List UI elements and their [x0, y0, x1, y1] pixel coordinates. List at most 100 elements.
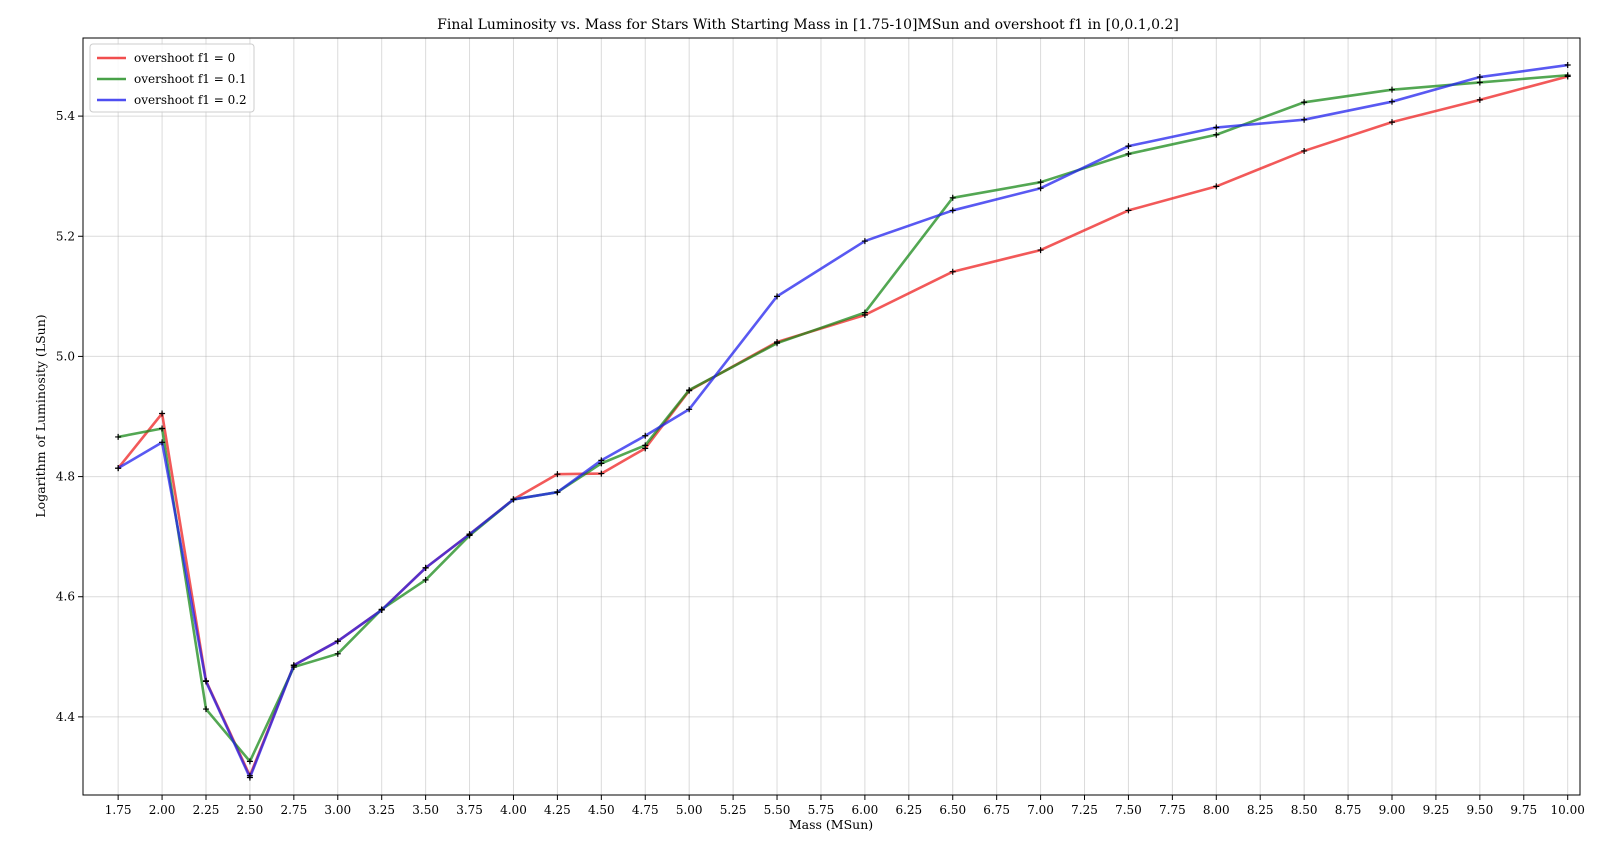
plot-frame: [82, 37, 1581, 796]
data-point-marker: [159, 425, 166, 432]
legend-label: overshoot f1 = 0.2: [134, 93, 247, 107]
data-point-marker: [1037, 247, 1044, 254]
x-tick-label: 8.00: [1203, 803, 1230, 817]
x-tick-label: 9.50: [1466, 803, 1493, 817]
x-tick-label: 6.25: [895, 803, 922, 817]
data-point-marker: [115, 433, 122, 440]
chart-title: Final Luminosity vs. Mass for Stars With…: [437, 17, 1179, 33]
data-point-marker: [686, 387, 693, 394]
data-point-marker: [949, 207, 956, 214]
y-axis: 4.4 4.6 4.8 5.0 5.2 5.4: [56, 109, 83, 724]
data-point-marker: [202, 706, 209, 713]
series-line-2: [117, 63, 1568, 779]
data-point-marker: [642, 442, 649, 449]
data-point-marker: [466, 531, 473, 538]
series-layer: [115, 62, 1571, 781]
data-point-marker: [1301, 147, 1308, 154]
x-tick-label: 8.50: [1291, 803, 1318, 817]
data-point-marker: [949, 194, 956, 201]
x-tick-label: 2.75: [280, 803, 307, 817]
legend-box: [89, 43, 255, 113]
y-tick-label: 5.2: [56, 229, 75, 243]
x-tick-label: 5.25: [720, 803, 747, 817]
data-point-marker: [290, 662, 297, 669]
x-tick-label: 4.75: [632, 803, 659, 817]
x-tick-label: 5.50: [764, 803, 791, 817]
data-point-marker: [422, 564, 429, 571]
data-point-marker: [510, 496, 517, 503]
y-tick-label: 4.6: [56, 590, 75, 604]
data-point-marker: [1389, 119, 1395, 126]
x-tick-label: 4.00: [500, 803, 527, 817]
data-point-marker: [334, 638, 341, 645]
data-point-marker: [1301, 116, 1308, 123]
data-point-marker: [1037, 179, 1044, 186]
x-tick-label: 3.75: [456, 803, 483, 817]
x-tick-label: 9.25: [1423, 803, 1450, 817]
data-point-marker: [334, 650, 341, 657]
x-tick-label: 3.50: [412, 803, 439, 817]
data-point-marker: [159, 410, 166, 417]
data-point-marker: [861, 309, 868, 316]
data-point-marker: [1125, 207, 1132, 214]
data-point-marker: [774, 340, 781, 347]
x-axis: 1.75 2.00 2.25 2.50 2.75 3.00 3.25 3.50 3.75 4.00…: [105, 795, 1585, 817]
data-point-marker: [1037, 185, 1044, 192]
data-point-marker: [1389, 98, 1395, 105]
x-tick-label: 7.00: [1027, 803, 1054, 817]
legend-label: overshoot f1 = 0.1: [134, 72, 247, 86]
data-point-marker: [1301, 99, 1308, 106]
data-point-marker: [202, 678, 209, 685]
data-point-marker: [1125, 143, 1132, 150]
data-point-marker: [642, 432, 649, 439]
data-point-marker: [1476, 96, 1483, 103]
data-point-marker: [1213, 183, 1220, 190]
data-point-marker: [1125, 150, 1132, 157]
data-point-marker: [774, 293, 781, 300]
x-tick-label: 5.00: [676, 803, 703, 817]
x-tick-label: 4.50: [588, 803, 615, 817]
data-point-marker: [246, 774, 253, 781]
x-tick-label: 6.00: [852, 803, 879, 817]
data-point-marker: [1476, 79, 1483, 86]
data-point-marker: [1476, 74, 1483, 81]
x-tick-label: 6.50: [939, 803, 966, 817]
x-tick-label: 7.75: [1159, 803, 1186, 817]
y-tick-label: 5.4: [56, 109, 75, 123]
x-tick-label: 2.00: [149, 803, 176, 817]
data-point-marker: [378, 606, 385, 613]
legend: overshoot f1 = 0 overshoot f1 = 0.1 oversh…: [89, 43, 255, 113]
data-point-marker: [554, 471, 561, 478]
data-point-marker: [1389, 86, 1395, 93]
x-tick-label: 6.75: [983, 803, 1010, 817]
data-point-marker: [554, 489, 561, 496]
data-point-marker: [598, 457, 605, 464]
x-tick-label: 2.50: [237, 803, 264, 817]
data-point-marker: [1213, 124, 1220, 131]
data-point-marker: [949, 268, 956, 275]
data-point-marker: [115, 465, 122, 472]
data-point-marker: [1564, 72, 1571, 79]
data-point-marker: [598, 470, 605, 477]
x-axis-label: Mass (MSun): [789, 817, 873, 832]
x-tick-label: 1.75: [105, 803, 132, 817]
grid: [83, 38, 1580, 795]
data-point-marker: [686, 406, 693, 413]
data-point-marker: [1564, 62, 1571, 69]
x-tick-label: 8.25: [1247, 803, 1274, 817]
x-tick-label: 4.25: [544, 803, 571, 817]
x-tick-label: 3.00: [324, 803, 351, 817]
x-tick-label: 9.00: [1379, 803, 1406, 817]
x-tick-label: 9.75: [1510, 803, 1537, 817]
y-tick-label: 5.0: [56, 349, 75, 363]
x-tick-label: 10.00: [1551, 803, 1585, 817]
legend-label: overshoot f1 = 0: [134, 51, 235, 65]
x-tick-label: 7.50: [1115, 803, 1142, 817]
data-point-marker: [246, 758, 253, 765]
data-point-marker: [422, 576, 429, 583]
y-axis-label: Logarithm of Luminosity (LSun): [33, 314, 48, 517]
y-tick-label: 4.8: [56, 470, 75, 484]
data-point-marker: [861, 238, 868, 245]
x-tick-label: 7.25: [1071, 803, 1098, 817]
